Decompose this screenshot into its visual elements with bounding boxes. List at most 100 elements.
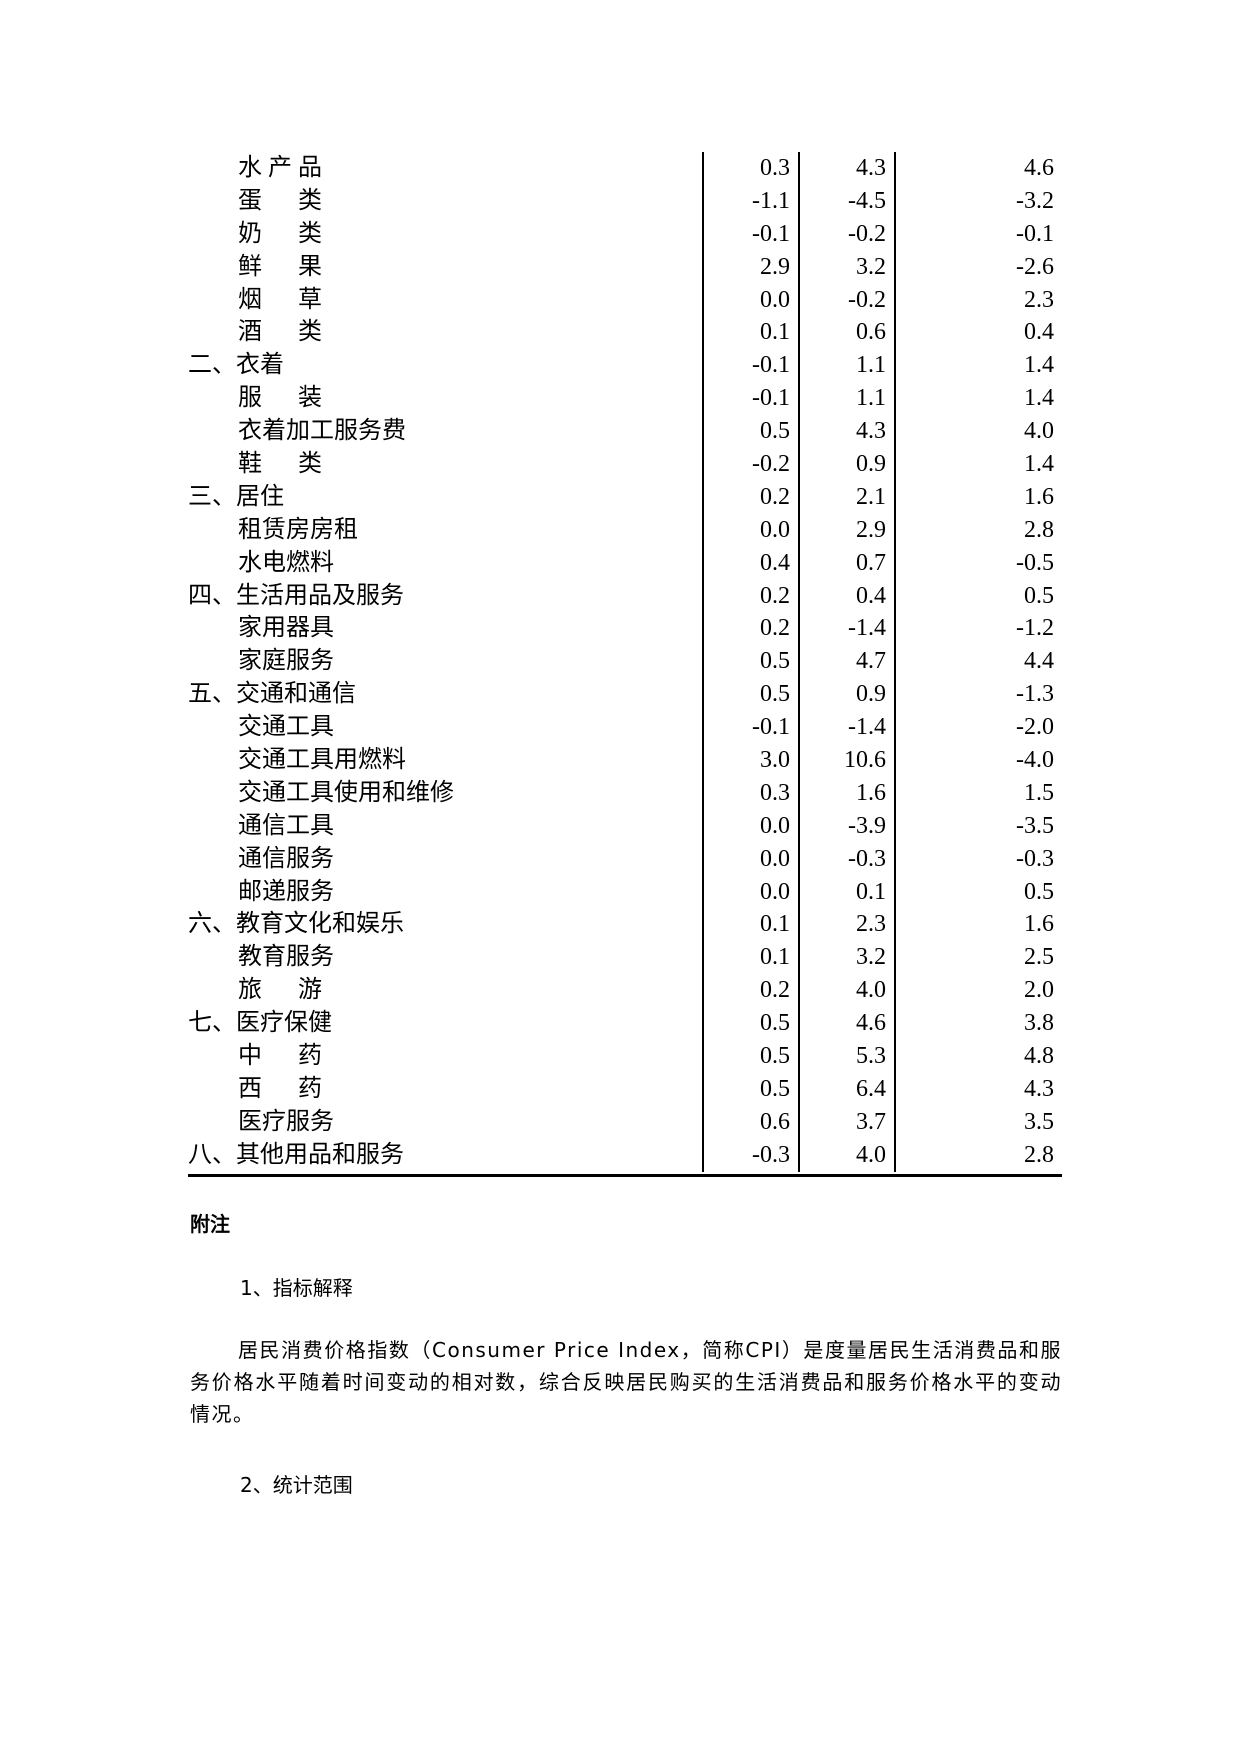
- table-row: 交通工具使用和维修 0.3 1.6 1.5: [188, 776, 1062, 810]
- row-label: 奶 类: [238, 220, 322, 247]
- row-label: 中 药: [238, 1043, 322, 1070]
- row-label: 邮递服务: [238, 878, 334, 905]
- row-value-col2: 6.4: [798, 1072, 894, 1106]
- row-value-col3: -2.0: [894, 711, 1062, 745]
- row-value-col3: -1.3: [894, 678, 1062, 712]
- row-value-col2: -1.4: [798, 711, 894, 745]
- row-value-col2: 3.2: [798, 941, 894, 975]
- table-row: 交通工具 -0.1 -1.4 -2.0: [188, 711, 1062, 745]
- row-value-col3: 2.8: [894, 1138, 1062, 1172]
- row-value-col3: 1.6: [894, 908, 1062, 942]
- table-row: 家用器具 0.2 -1.4 -1.2: [188, 612, 1062, 646]
- row-value-col3: -3.2: [894, 184, 1062, 218]
- row-value-col3: 4.6: [894, 152, 1062, 185]
- table-row: 西 药 0.5 6.4 4.3: [188, 1072, 1062, 1106]
- row-value-col1: 0.2: [702, 974, 798, 1008]
- row-value-col3: 2.5: [894, 941, 1062, 975]
- row-value-col1: 0.2: [702, 579, 798, 613]
- row-value-col3: -1.2: [894, 612, 1062, 646]
- row-value-col1: 0.1: [702, 908, 798, 942]
- row-label: 三、居住: [188, 483, 284, 510]
- table-row: 二、衣着 -0.1 1.1 1.4: [188, 349, 1062, 383]
- row-value-col2: 10.6: [798, 744, 894, 777]
- row-value-col3: 1.4: [894, 382, 1062, 416]
- row-label: 旅 游: [238, 977, 322, 1004]
- row-value-col2: 3.7: [798, 1105, 894, 1139]
- row-label: 教育服务: [238, 944, 334, 971]
- table-row: 水电燃料 0.4 0.7 -0.5: [188, 546, 1062, 580]
- row-value-col2: 0.7: [798, 546, 894, 580]
- row-value-col1: -0.1: [702, 349, 798, 383]
- row-value-col3: 3.5: [894, 1105, 1062, 1139]
- row-value-col1: -0.3: [702, 1138, 798, 1172]
- row-value-col1: 0.0: [702, 283, 798, 317]
- row-label: 六、教育文化和娱乐: [188, 911, 404, 938]
- row-label: 家庭服务: [238, 648, 334, 675]
- row-label: 烟 草: [238, 286, 322, 313]
- row-label: 二、衣着: [188, 352, 284, 379]
- row-label: 蛋 类: [238, 187, 322, 214]
- row-label: 五、交通和通信: [188, 681, 356, 708]
- table-row: 奶 类 -0.1 -0.2 -0.1: [188, 217, 1062, 251]
- row-value-col1: 0.3: [702, 776, 798, 810]
- row-value-col1: 0.5: [702, 1007, 798, 1041]
- row-value-col2: -4.5: [798, 184, 894, 218]
- row-value-col2: 1.1: [798, 349, 894, 383]
- row-value-col1: 0.0: [702, 513, 798, 547]
- row-value-col3: -2.6: [894, 250, 1062, 284]
- row-value-col1: 0.6: [702, 1105, 798, 1139]
- row-value-col1: 0.5: [702, 678, 798, 712]
- row-label: 交通工具使用和维修: [238, 779, 454, 806]
- row-value-col1: 0.1: [702, 316, 798, 350]
- row-value-col1: -0.1: [702, 382, 798, 416]
- row-value-col3: 0.5: [894, 875, 1062, 909]
- row-value-col2: 1.1: [798, 382, 894, 416]
- row-value-col2: 0.1: [798, 875, 894, 909]
- row-label: 七、医疗保健: [188, 1010, 332, 1037]
- row-value-col3: 2.3: [894, 283, 1062, 317]
- row-value-col3: 0.5: [894, 579, 1062, 613]
- row-value-col3: -0.3: [894, 842, 1062, 876]
- table-row: 八、其他用品和服务 -0.3 4.0 2.8: [188, 1138, 1062, 1172]
- row-value-col2: 4.3: [798, 152, 894, 185]
- row-value-col1: 2.9: [702, 250, 798, 284]
- table-row: 衣着加工服务费 0.5 4.3 4.0: [188, 415, 1062, 449]
- table-row: 四、生活用品及服务 0.2 0.4 0.5: [188, 579, 1062, 613]
- row-value-col1: 0.0: [702, 875, 798, 909]
- row-value-col1: 0.5: [702, 1072, 798, 1106]
- table-row: 鲜 果 2.9 3.2 -2.6: [188, 250, 1062, 284]
- row-value-col3: 1.4: [894, 349, 1062, 383]
- row-value-col3: 1.4: [894, 448, 1062, 481]
- row-value-col3: 2.0: [894, 974, 1062, 1008]
- row-value-col3: 2.8: [894, 513, 1062, 547]
- row-value-col1: -0.1: [702, 217, 798, 251]
- row-value-col1: 0.0: [702, 809, 798, 843]
- table-row: 中 药 0.5 5.3 4.8: [188, 1040, 1062, 1073]
- table-row: 通信工具 0.0 -3.9 -3.5: [188, 809, 1062, 843]
- row-label: 家用器具: [238, 615, 334, 642]
- row-label: 鞋 类: [238, 451, 322, 478]
- row-value-col3: 4.0: [894, 415, 1062, 449]
- row-value-col1: 0.5: [702, 1040, 798, 1073]
- table-row: 医疗服务 0.6 3.7 3.5: [188, 1105, 1062, 1139]
- row-value-col1: 0.1: [702, 941, 798, 975]
- row-label: 服 装: [238, 385, 322, 412]
- row-value-col2: 4.0: [798, 1138, 894, 1172]
- row-value-col2: -1.4: [798, 612, 894, 646]
- row-label: 八、其他用品和服务: [188, 1141, 404, 1168]
- table-row: 五、交通和通信 0.5 0.9 -1.3: [188, 678, 1062, 712]
- notes-heading-indicator-explanation: 1、指标解释: [240, 1276, 353, 1300]
- table-row: 教育服务 0.1 3.2 2.5: [188, 941, 1062, 975]
- row-label: 交通工具: [238, 714, 334, 741]
- row-value-col2: 4.0: [798, 974, 894, 1008]
- row-value-col3: 0.4: [894, 316, 1062, 350]
- row-value-col2: 2.1: [798, 480, 894, 514]
- row-value-col2: 2.3: [798, 908, 894, 942]
- table-row: 三、居住 0.2 2.1 1.6: [188, 480, 1062, 514]
- table-row: 旅 游 0.2 4.0 2.0: [188, 974, 1062, 1008]
- table-row: 租赁房房租 0.0 2.9 2.8: [188, 513, 1062, 547]
- table-row: 水 产 品 0.3 4.3 4.6: [188, 152, 1062, 185]
- row-value-col2: 0.6: [798, 316, 894, 350]
- row-value-col1: 0.4: [702, 546, 798, 580]
- row-value-col3: 4.4: [894, 645, 1062, 679]
